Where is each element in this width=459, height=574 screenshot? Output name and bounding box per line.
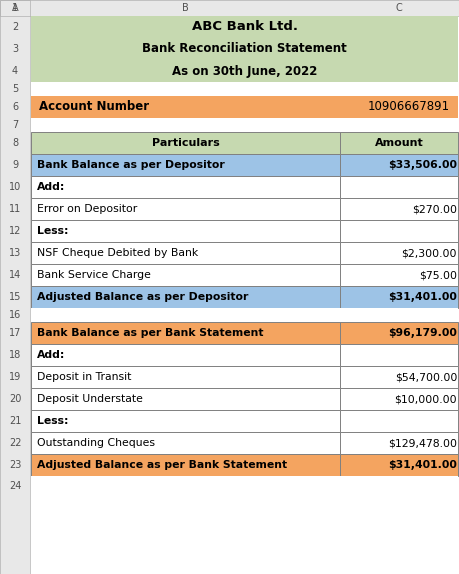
Text: Bank Balance as per Depositor: Bank Balance as per Depositor: [37, 160, 225, 170]
Text: Outstanding Cheques: Outstanding Cheques: [37, 438, 155, 448]
Bar: [31, 96, 458, 118]
Bar: [31, 476, 458, 574]
Text: NSF Cheque Debited by Bank: NSF Cheque Debited by Bank: [37, 248, 198, 258]
Bar: [31, 132, 340, 154]
Text: C: C: [396, 3, 403, 13]
Text: Bank Service Charge: Bank Service Charge: [37, 270, 151, 280]
Text: Error on Depositor: Error on Depositor: [37, 204, 137, 214]
Bar: [31, 454, 340, 476]
Bar: [340, 388, 458, 410]
Text: 10: 10: [9, 182, 21, 192]
Text: $10,000.00: $10,000.00: [394, 394, 457, 404]
Bar: [31, 154, 340, 176]
Text: 23: 23: [9, 460, 21, 470]
Text: Bank Reconciliation Statement: Bank Reconciliation Statement: [142, 42, 347, 56]
Text: 16: 16: [9, 310, 21, 320]
Bar: [31, 82, 458, 96]
Bar: [31, 242, 340, 264]
Text: 8: 8: [12, 138, 18, 148]
Text: $75.00: $75.00: [419, 270, 457, 280]
Text: $31,401.00: $31,401.00: [388, 292, 457, 302]
Text: 12: 12: [9, 226, 21, 236]
Text: 5: 5: [12, 84, 18, 94]
Text: 11: 11: [9, 204, 21, 214]
Bar: [0, 0, 30, 574]
Text: Deposit Understate: Deposit Understate: [37, 394, 143, 404]
Text: 6: 6: [12, 102, 18, 112]
Bar: [340, 242, 458, 264]
Text: 22: 22: [9, 438, 21, 448]
Bar: [0, 0, 459, 16]
Text: $270.00: $270.00: [412, 204, 457, 214]
Text: 9: 9: [12, 160, 18, 170]
Text: Account Number: Account Number: [39, 100, 149, 114]
Text: B: B: [182, 3, 189, 13]
Text: 17: 17: [9, 328, 21, 338]
Bar: [31, 432, 340, 454]
Text: 7: 7: [12, 120, 18, 130]
Bar: [340, 176, 458, 198]
Bar: [0, 0, 459, 16]
Bar: [340, 366, 458, 388]
Text: Less:: Less:: [37, 416, 68, 426]
Text: As on 30th June, 2022: As on 30th June, 2022: [172, 64, 317, 77]
Bar: [31, 118, 458, 132]
Bar: [340, 220, 458, 242]
Bar: [0, 0, 30, 574]
Text: Particulars: Particulars: [151, 138, 219, 148]
Text: 4: 4: [12, 66, 18, 76]
Bar: [340, 154, 458, 176]
Text: 19: 19: [9, 372, 21, 382]
Bar: [340, 198, 458, 220]
Text: $2,300.00: $2,300.00: [402, 248, 457, 258]
Text: $33,506.00: $33,506.00: [388, 160, 457, 170]
Bar: [340, 264, 458, 286]
Text: 1: 1: [12, 3, 18, 13]
Text: ABC Bank Ltd.: ABC Bank Ltd.: [191, 21, 297, 33]
Bar: [31, 176, 340, 198]
Bar: [340, 432, 458, 454]
Text: Bank Balance as per Bank Statement: Bank Balance as per Bank Statement: [37, 328, 263, 338]
Text: Deposit in Transit: Deposit in Transit: [37, 372, 131, 382]
Text: 13: 13: [9, 248, 21, 258]
Text: A: A: [11, 3, 18, 13]
Bar: [340, 410, 458, 432]
Bar: [340, 322, 458, 344]
Text: 18: 18: [9, 350, 21, 360]
Text: 24: 24: [9, 481, 21, 491]
Text: 14: 14: [9, 270, 21, 280]
Bar: [31, 308, 458, 322]
Bar: [340, 454, 458, 476]
Text: Add:: Add:: [37, 182, 65, 192]
Text: $54,700.00: $54,700.00: [395, 372, 457, 382]
Bar: [340, 286, 458, 308]
Text: Adjusted Balance as per Depositor: Adjusted Balance as per Depositor: [37, 292, 248, 302]
Bar: [31, 388, 340, 410]
Text: 2: 2: [12, 22, 18, 32]
Text: 21: 21: [9, 416, 21, 426]
Bar: [340, 344, 458, 366]
Text: Less:: Less:: [37, 226, 68, 236]
Bar: [31, 198, 340, 220]
Bar: [31, 366, 340, 388]
Text: $96,179.00: $96,179.00: [388, 328, 457, 338]
Text: 10906667891: 10906667891: [368, 100, 450, 114]
Bar: [31, 286, 340, 308]
Text: $31,401.00: $31,401.00: [388, 460, 457, 470]
Text: Add:: Add:: [37, 350, 65, 360]
Bar: [31, 16, 458, 82]
Text: Amount: Amount: [375, 138, 423, 148]
Bar: [31, 264, 340, 286]
Text: 3: 3: [12, 44, 18, 54]
Text: Adjusted Balance as per Bank Statement: Adjusted Balance as per Bank Statement: [37, 460, 287, 470]
Bar: [31, 410, 340, 432]
Bar: [31, 322, 340, 344]
Bar: [31, 220, 340, 242]
Bar: [31, 344, 340, 366]
Bar: [340, 132, 458, 154]
Text: $129,478.00: $129,478.00: [388, 438, 457, 448]
Text: 15: 15: [9, 292, 21, 302]
Text: 20: 20: [9, 394, 21, 404]
